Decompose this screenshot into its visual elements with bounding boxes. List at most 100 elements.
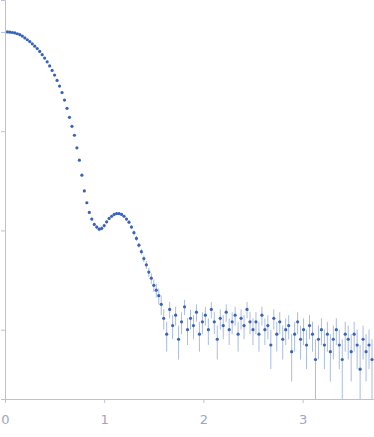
point bbox=[263, 328, 266, 331]
error-bar bbox=[208, 318, 209, 345]
error-bar bbox=[270, 330, 271, 369]
point bbox=[137, 244, 140, 247]
point bbox=[147, 271, 150, 274]
point bbox=[359, 368, 362, 371]
y-tick bbox=[1, 32, 5, 33]
point bbox=[58, 84, 61, 87]
error-bar bbox=[330, 334, 331, 381]
error-bar bbox=[217, 326, 218, 360]
point bbox=[28, 40, 31, 43]
point bbox=[142, 257, 145, 260]
error-bar bbox=[369, 330, 370, 369]
x-tick-mark bbox=[303, 399, 304, 403]
point bbox=[210, 308, 213, 311]
point bbox=[186, 328, 189, 331]
point bbox=[48, 64, 51, 67]
y-tick-mark bbox=[1, 131, 5, 132]
error-bar bbox=[238, 322, 239, 352]
chart: 0123 bbox=[0, 0, 374, 437]
point bbox=[103, 224, 106, 227]
point bbox=[93, 223, 96, 226]
point bbox=[33, 45, 36, 48]
point bbox=[239, 317, 242, 320]
error-bar bbox=[372, 339, 373, 399]
x-axis: 0123 bbox=[1, 399, 374, 427]
x-tick-label: 0 bbox=[1, 412, 9, 427]
point bbox=[278, 320, 281, 323]
point bbox=[38, 50, 41, 53]
point bbox=[338, 343, 341, 346]
point bbox=[31, 42, 34, 45]
error-bar bbox=[282, 326, 283, 360]
error-bar bbox=[318, 326, 319, 360]
point bbox=[145, 263, 148, 266]
error-bar bbox=[193, 315, 194, 339]
point bbox=[245, 308, 248, 311]
error-bar bbox=[315, 339, 316, 399]
point bbox=[248, 320, 251, 323]
error-bar bbox=[306, 330, 307, 369]
point bbox=[237, 333, 240, 336]
point bbox=[152, 284, 155, 287]
error-bar bbox=[229, 318, 230, 345]
y-tick-mark bbox=[1, 32, 5, 33]
y-axis-line bbox=[1, 1, 6, 400]
point bbox=[43, 56, 46, 59]
point bbox=[269, 343, 272, 346]
point bbox=[251, 328, 254, 331]
point bbox=[326, 333, 329, 336]
point bbox=[296, 320, 299, 323]
point bbox=[219, 317, 222, 320]
error-bar bbox=[264, 318, 265, 345]
point bbox=[171, 324, 174, 327]
point bbox=[165, 333, 168, 336]
x-tick: 1 bbox=[101, 399, 109, 427]
point bbox=[132, 231, 135, 234]
point bbox=[254, 320, 257, 323]
error-bar bbox=[199, 322, 200, 352]
point bbox=[108, 217, 111, 220]
point bbox=[201, 320, 204, 323]
error-bar bbox=[336, 318, 337, 345]
error-bar bbox=[288, 315, 289, 339]
point bbox=[317, 338, 320, 341]
plot-area bbox=[6, 30, 374, 399]
point bbox=[36, 47, 39, 50]
point bbox=[320, 328, 323, 331]
point bbox=[341, 358, 344, 361]
point bbox=[225, 311, 228, 314]
error-bar bbox=[252, 318, 253, 345]
error-bar bbox=[342, 339, 343, 399]
point bbox=[55, 79, 58, 82]
error-bar bbox=[339, 330, 340, 369]
point bbox=[361, 338, 364, 341]
point bbox=[68, 116, 71, 119]
point bbox=[231, 320, 234, 323]
point bbox=[281, 338, 284, 341]
point bbox=[100, 227, 103, 230]
point bbox=[198, 333, 201, 336]
y-tick bbox=[1, 131, 5, 132]
point bbox=[90, 218, 93, 221]
error-bar bbox=[178, 326, 179, 360]
point bbox=[177, 338, 180, 341]
point bbox=[323, 343, 326, 346]
point bbox=[364, 350, 367, 353]
error-bar bbox=[333, 326, 334, 360]
point bbox=[183, 305, 186, 308]
point bbox=[46, 60, 49, 63]
point bbox=[95, 226, 98, 229]
point bbox=[242, 324, 245, 327]
point bbox=[308, 324, 311, 327]
error-bar bbox=[351, 334, 352, 381]
error-bar bbox=[258, 322, 259, 352]
error-bar bbox=[324, 330, 325, 369]
point bbox=[189, 317, 192, 320]
point bbox=[85, 201, 88, 204]
point bbox=[127, 221, 130, 224]
error-bars bbox=[7, 31, 372, 399]
point bbox=[272, 317, 275, 320]
point bbox=[302, 328, 305, 331]
point bbox=[160, 303, 163, 306]
error-bar bbox=[312, 322, 313, 352]
